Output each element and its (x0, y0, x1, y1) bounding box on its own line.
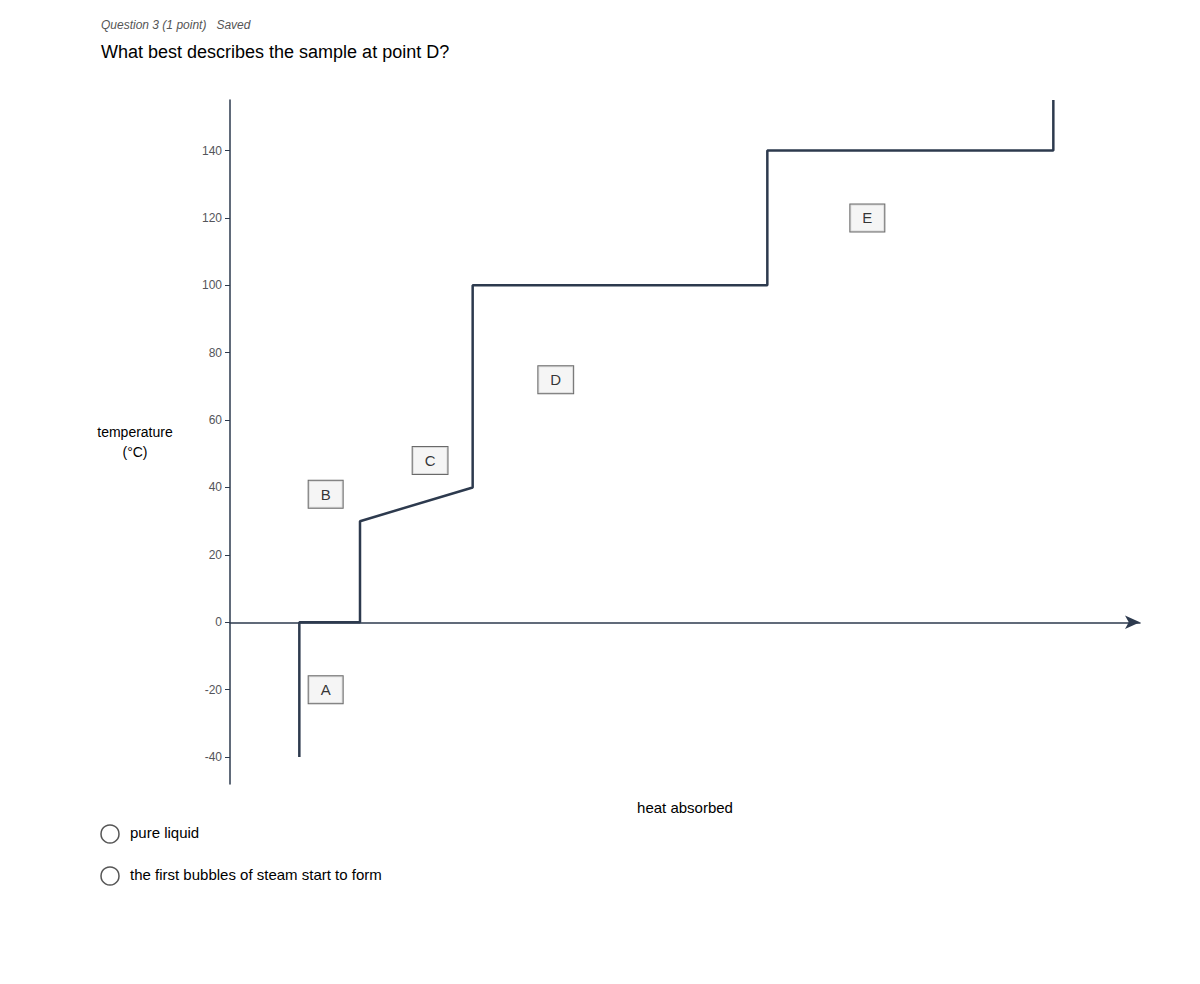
svg-text:pure liquid: pure liquid (130, 824, 199, 841)
svg-text:Question 3 (1 point) Saved: Question 3 (1 point) Saved (101, 18, 251, 32)
svg-text:heat absorbed: heat absorbed (637, 799, 733, 816)
svg-text:the first bubbles of steam sta: the first bubbles of steam start to form (130, 866, 382, 883)
svg-text:100: 100 (202, 278, 222, 292)
svg-text:A: A (321, 681, 331, 698)
svg-text:What best describes the sample: What best describes the sample at point … (101, 42, 449, 62)
svg-text:60: 60 (209, 413, 223, 427)
svg-text:-40: -40 (205, 750, 223, 764)
svg-text:120: 120 (202, 211, 222, 225)
svg-text:C: C (425, 452, 436, 469)
svg-text:0: 0 (215, 615, 222, 629)
svg-text:E: E (862, 209, 872, 226)
svg-text:-20: -20 (205, 683, 223, 697)
svg-text:40: 40 (209, 480, 223, 494)
svg-text:(°C): (°C) (122, 444, 147, 460)
svg-text:80: 80 (209, 346, 223, 360)
svg-text:B: B (321, 486, 331, 503)
svg-text:D: D (550, 371, 561, 388)
svg-text:140: 140 (202, 144, 222, 158)
svg-text:20: 20 (209, 548, 223, 562)
svg-text:temperature: temperature (97, 424, 173, 440)
